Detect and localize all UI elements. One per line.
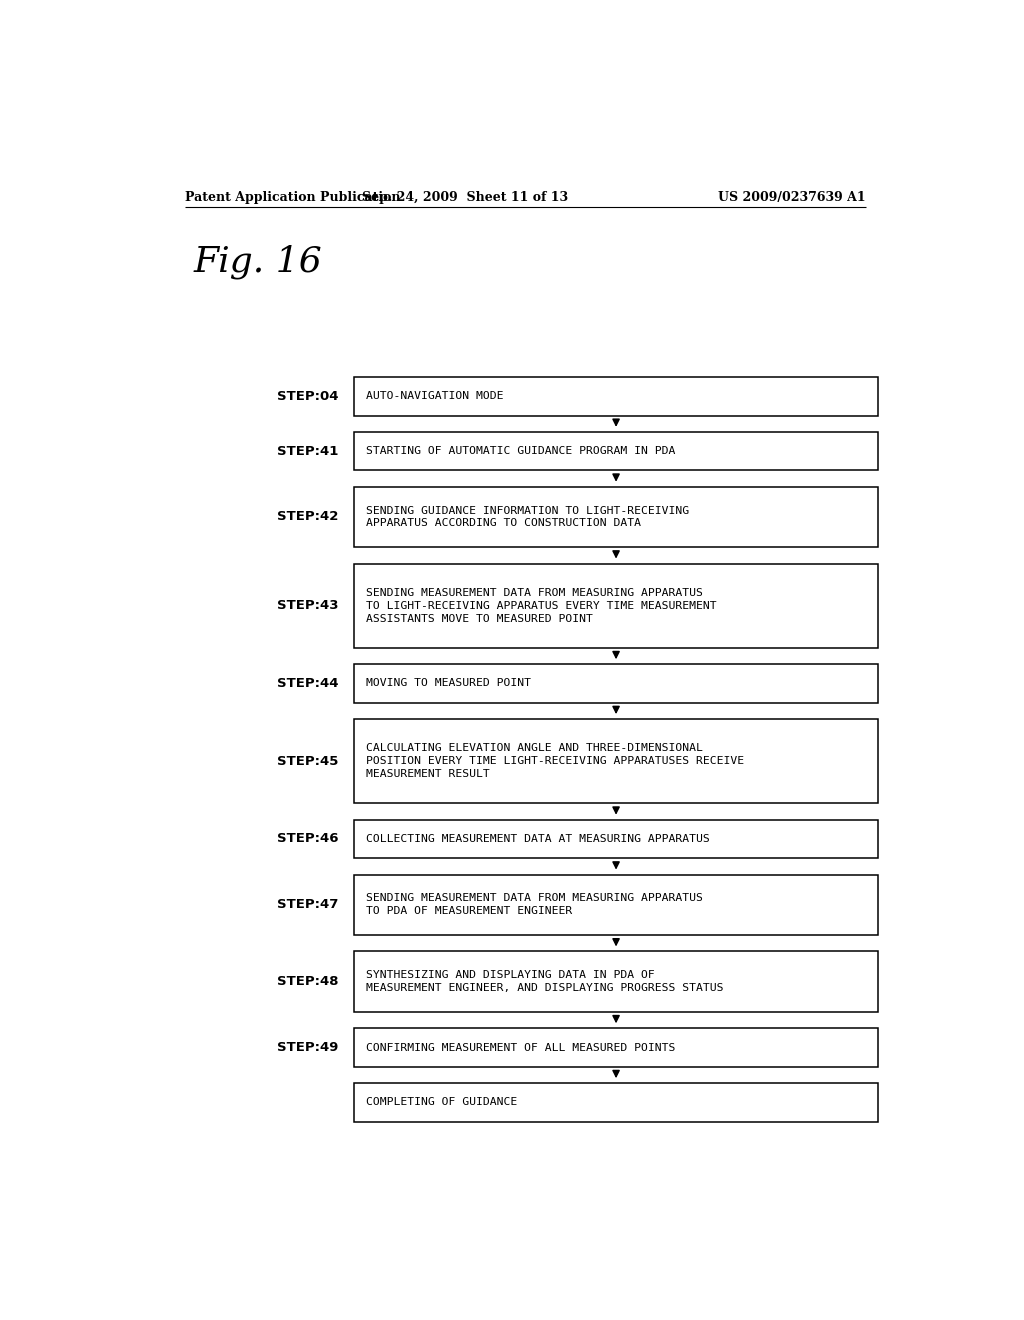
Text: SYNTHESIZING AND DISPLAYING DATA IN PDA OF
MEASUREMENT ENGINEER, AND DISPLAYING : SYNTHESIZING AND DISPLAYING DATA IN PDA … (367, 970, 724, 993)
Text: STEP:49: STEP:49 (276, 1041, 338, 1055)
Bar (354, 875, 878, 935)
Text: SENDING MEASUREMENT DATA FROM MEASURING APPARATUS
TO PDA OF MEASUREMENT ENGINEER: SENDING MEASUREMENT DATA FROM MEASURING … (367, 894, 702, 916)
Text: COLLECTING MEASUREMENT DATA AT MEASURING APPARATUS: COLLECTING MEASUREMENT DATA AT MEASURING… (367, 834, 710, 843)
Text: COMPLETING OF GUIDANCE: COMPLETING OF GUIDANCE (367, 1097, 517, 1107)
Bar (354, 432, 878, 470)
Text: Fig. 16: Fig. 16 (194, 244, 322, 280)
Text: AUTO-NAVIGATION MODE: AUTO-NAVIGATION MODE (367, 391, 504, 401)
Text: Patent Application Publication: Patent Application Publication (185, 190, 400, 203)
Text: STEP:48: STEP:48 (276, 975, 338, 989)
Text: STEP:46: STEP:46 (276, 833, 338, 846)
Text: CALCULATING ELEVATION ANGLE AND THREE-DIMENSIONAL
POSITION EVERY TIME LIGHT-RECE: CALCULATING ELEVATION ANGLE AND THREE-DI… (367, 743, 744, 779)
Text: SENDING GUIDANCE INFORMATION TO LIGHT-RECEIVING
APPARATUS ACCORDING TO CONSTRUCT: SENDING GUIDANCE INFORMATION TO LIGHT-RE… (367, 506, 689, 528)
Text: SENDING MEASUREMENT DATA FROM MEASURING APPARATUS
TO LIGHT-RECEIVING APPARATUS E: SENDING MEASUREMENT DATA FROM MEASURING … (367, 587, 717, 623)
Text: Sep. 24, 2009  Sheet 11 of 13: Sep. 24, 2009 Sheet 11 of 13 (362, 190, 568, 203)
Bar (354, 664, 878, 702)
Bar (354, 952, 878, 1012)
Bar (354, 1028, 878, 1067)
Text: STEP:45: STEP:45 (276, 755, 338, 768)
Text: STARTING OF AUTOMATIC GUIDANCE PROGRAM IN PDA: STARTING OF AUTOMATIC GUIDANCE PROGRAM I… (367, 446, 676, 457)
Text: STEP:43: STEP:43 (276, 599, 338, 612)
Text: STEP:41: STEP:41 (276, 445, 338, 458)
Text: STEP:42: STEP:42 (276, 511, 338, 524)
Bar (354, 564, 878, 648)
Bar (354, 378, 878, 416)
Text: STEP:04: STEP:04 (276, 389, 338, 403)
Text: MOVING TO MEASURED POINT: MOVING TO MEASURED POINT (367, 678, 531, 689)
Text: CONFIRMING MEASUREMENT OF ALL MEASURED POINTS: CONFIRMING MEASUREMENT OF ALL MEASURED P… (367, 1043, 676, 1052)
Text: STEP:44: STEP:44 (276, 677, 338, 690)
Text: STEP:47: STEP:47 (276, 899, 338, 911)
Bar (354, 487, 878, 548)
Bar (354, 719, 878, 804)
Text: US 2009/0237639 A1: US 2009/0237639 A1 (719, 190, 866, 203)
Bar (354, 820, 878, 858)
Bar (354, 1084, 878, 1122)
